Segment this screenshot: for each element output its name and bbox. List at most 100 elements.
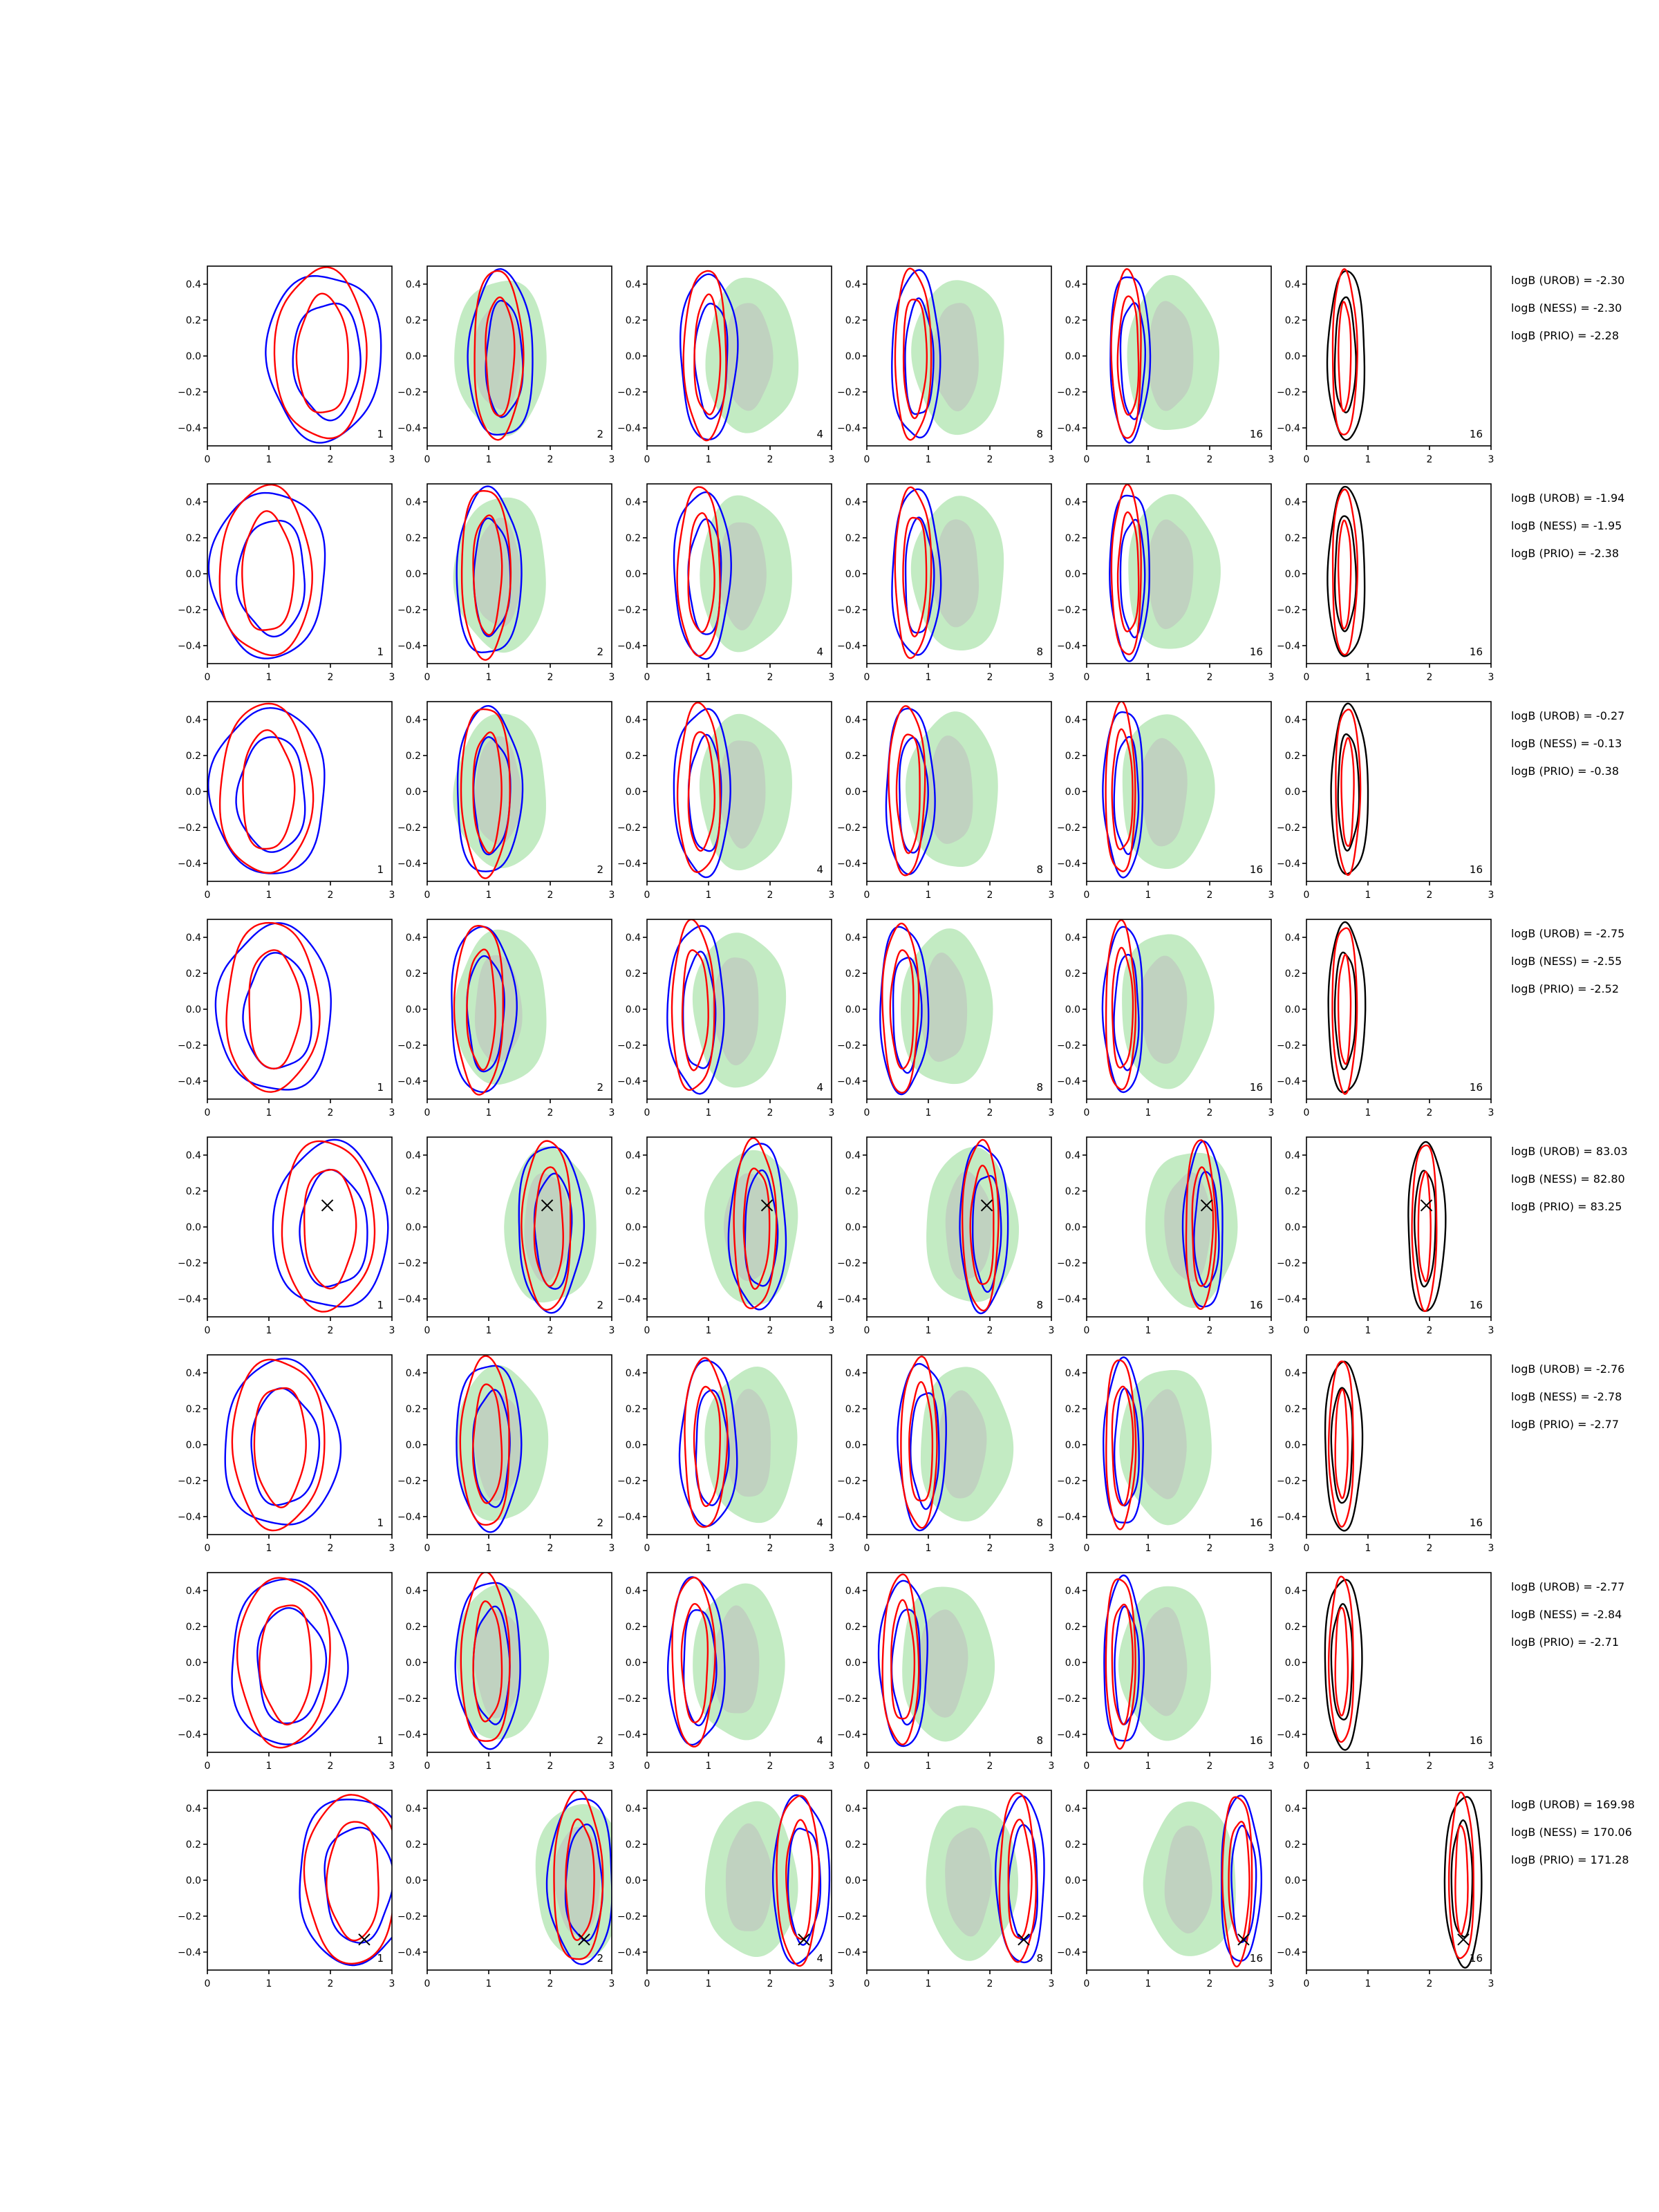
blue-contour-outer — [727, 1143, 787, 1311]
blue-contour-outer — [456, 1365, 523, 1533]
x-tick-label: 3 — [609, 1325, 615, 1336]
red-contour-inner — [253, 1387, 307, 1508]
y-tick-label: −0.2 — [1277, 605, 1300, 616]
y-tick-label: 0.2 — [406, 968, 421, 980]
x-tick-label: 1 — [266, 672, 272, 683]
x-tick-label: 3 — [1268, 890, 1275, 901]
y-tick-label: −0.4 — [837, 1076, 861, 1087]
panel-contours — [1327, 921, 1367, 1095]
panel-number-label: 1 — [377, 428, 384, 440]
black-contour-inner — [1330, 1603, 1353, 1721]
logB-annotation: logB (NESS) = -0.13 — [1511, 737, 1622, 750]
x-tick-label: 0 — [1084, 1761, 1090, 1772]
panel-contours — [504, 1140, 597, 1314]
red-contour-inner — [1417, 1170, 1432, 1282]
logB-annotation: logB (NESS) = -2.55 — [1511, 955, 1622, 968]
panel-number-label: 1 — [377, 863, 384, 876]
y-tick-label: 0.0 — [1285, 351, 1300, 362]
y-tick-label: 0.2 — [186, 751, 201, 762]
panel-number-label: 8 — [1036, 1517, 1043, 1529]
blue-contour-inner — [299, 1168, 368, 1288]
y-tick-label: 0.2 — [1065, 1404, 1080, 1415]
y-tick-label: −0.4 — [1277, 1947, 1300, 1958]
y-tick-label: 0.4 — [626, 1803, 641, 1815]
x-tick-label: 1 — [1365, 1325, 1371, 1336]
panel-r3-c4: 0.4 0.2 0.0 −0.2 −0.4 0 1 2 3 8 — [837, 701, 1054, 901]
y-tick-label: 0.4 — [845, 715, 861, 726]
prior-region-inner — [926, 735, 973, 844]
y-tick-label: 0.2 — [626, 533, 641, 544]
panel-contours — [299, 1794, 392, 1967]
logB-annotation: logB (UROB) = -2.30 — [1511, 274, 1624, 287]
x-tick-label: 1 — [266, 1325, 272, 1336]
y-tick-label: 0.2 — [845, 1839, 861, 1850]
prior-region-inner — [720, 522, 767, 630]
y-tick-label: −0.2 — [178, 605, 201, 616]
y-tick-label: −0.4 — [837, 423, 861, 434]
x-tick-label: 2 — [1427, 454, 1433, 465]
y-tick-label: 0.2 — [186, 1404, 201, 1415]
y-tick-label: −0.4 — [837, 1947, 861, 1958]
panel-number-label: 16 — [1250, 1734, 1263, 1747]
y-tick-label: 0.4 — [845, 1803, 861, 1815]
panel-contours — [1103, 1356, 1212, 1530]
red-contour-outer — [1335, 709, 1362, 877]
x-tick-label: 3 — [1049, 1107, 1055, 1118]
x-tick-label: 2 — [767, 1543, 774, 1554]
y-tick-label: 0.0 — [186, 1222, 201, 1233]
y-tick-label: 0.2 — [1065, 968, 1080, 980]
red-contour-outer — [453, 925, 504, 1096]
prior-region-inner — [1164, 1172, 1212, 1282]
y-tick-label: 0.2 — [186, 533, 201, 544]
blue-contour-inner — [682, 1609, 718, 1727]
y-tick-label: 0.4 — [845, 1150, 861, 1161]
red-contour-inner — [466, 948, 496, 1071]
panel-number-label: 4 — [816, 646, 823, 658]
panel-number-label: 8 — [1036, 1734, 1043, 1747]
y-tick-label: 0.2 — [1285, 968, 1300, 980]
y-tick-label: −0.2 — [1057, 1694, 1080, 1705]
y-tick-label: 0.0 — [845, 1440, 861, 1451]
panel-r2-c3: 0.4 0.2 0.0 −0.2 −0.4 0 1 2 3 4 — [617, 483, 834, 683]
panel-number-label: 16 — [1470, 863, 1483, 876]
y-tick-label: −0.4 — [1277, 1294, 1300, 1305]
x-tick-label: 0 — [424, 454, 431, 465]
logB-annotation: logB (PRIO) = -2.77 — [1511, 1418, 1619, 1431]
blue-contour-outer — [673, 708, 731, 879]
y-tick-label: −0.2 — [1057, 823, 1080, 834]
panel-contours — [224, 1358, 342, 1532]
x-tick-label: 2 — [767, 890, 774, 901]
panel-r7-c2: 0.4 0.2 0.0 −0.2 −0.4 0 1 2 3 2 — [397, 1572, 615, 1772]
x-tick-label: 2 — [547, 1978, 554, 1989]
blue-contour-inner — [1113, 735, 1140, 856]
red-contour-outer — [671, 1576, 716, 1748]
y-tick-label: −0.4 — [178, 1294, 201, 1305]
blue-contour-inner — [1114, 1605, 1140, 1725]
blue-contour-outer — [678, 1359, 738, 1528]
panel-contours — [265, 266, 382, 444]
blue-contour-outer — [299, 1798, 392, 1967]
prior-region-inner — [931, 519, 980, 628]
y-tick-label: 0.0 — [1065, 787, 1080, 798]
blue-contour-outer — [272, 1138, 389, 1308]
y-tick-label: −0.2 — [178, 823, 201, 834]
x-tick-label: 1 — [486, 1543, 492, 1554]
x-tick-label: 0 — [644, 1107, 650, 1118]
x-tick-label: 1 — [266, 890, 272, 901]
y-tick-label: 0.4 — [1285, 715, 1300, 726]
panel-r1-c6: 0.4 0.2 0.0 −0.2 −0.4 0 1 2 3 16 — [1277, 265, 1494, 465]
panel-contours — [1324, 1360, 1364, 1532]
logB-annotation: logB (PRIO) = -2.52 — [1511, 982, 1619, 995]
x-tick-label: 0 — [1304, 1325, 1310, 1336]
y-tick-label: 0.2 — [186, 968, 201, 980]
x-tick-label: 1 — [706, 1761, 712, 1772]
panel-number-label: 1 — [377, 1299, 384, 1311]
x-tick-label: 0 — [424, 1107, 431, 1118]
y-tick-label: 0.4 — [1285, 1803, 1300, 1815]
y-tick-label: 0.4 — [1285, 1368, 1300, 1379]
logB-annotation: logB (UROB) = -1.94 — [1511, 491, 1624, 505]
x-tick-label: 0 — [1304, 1543, 1310, 1554]
x-tick-label: 2 — [987, 1543, 993, 1554]
red-contour-inner — [889, 949, 915, 1070]
